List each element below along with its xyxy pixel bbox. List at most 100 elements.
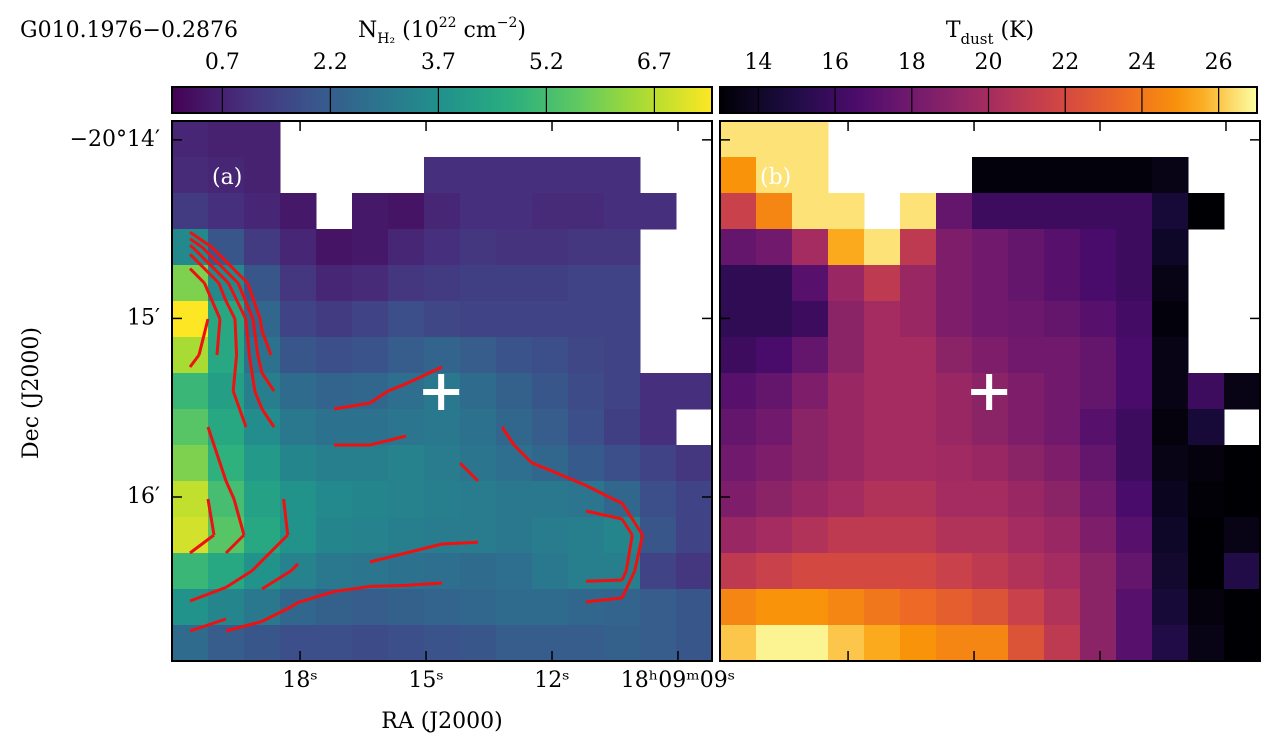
heatmap-cell (388, 337, 425, 374)
heatmap-cell (864, 301, 901, 338)
heatmap-cell (460, 229, 497, 266)
colorbar-tick-label: 16 (821, 50, 849, 75)
heatmap-cell (1080, 193, 1117, 230)
heatmap-cell (1044, 373, 1081, 410)
heatmap-cell (460, 301, 497, 338)
heatmap-cell (208, 589, 245, 626)
heatmap-cell (532, 481, 569, 518)
heatmap-cell (424, 625, 461, 662)
heatmap-cell (1008, 625, 1045, 662)
heatmap-cell (1116, 301, 1153, 338)
heatmap-cell (828, 301, 865, 338)
heatmap-cell (568, 625, 605, 662)
heatmap-cell (828, 625, 865, 662)
heatmap-cell (720, 589, 757, 626)
heatmap-cell (640, 589, 677, 626)
heatmap-cell (828, 373, 865, 410)
heatmap-cell (352, 517, 389, 554)
heatmap-cell (720, 445, 757, 482)
heatmap-cell (460, 409, 497, 446)
heatmap-cell (316, 373, 353, 410)
heatmap-cell (1008, 481, 1045, 518)
colorbar-tick-label: 2.2 (313, 50, 348, 75)
heatmap-cell (720, 301, 757, 338)
heatmap-cell (532, 409, 569, 446)
heatmap-cell (352, 625, 389, 662)
heatmap-cell (316, 553, 353, 590)
heatmap-cell (936, 409, 973, 446)
heatmap-cell (316, 517, 353, 554)
heatmap-cell (900, 553, 937, 590)
heatmap-cell (352, 409, 389, 446)
heatmap-cell (1008, 301, 1045, 338)
x-tick-label: 18ˢ (282, 668, 317, 693)
heatmap-cell (756, 193, 793, 230)
heatmap-cell (864, 553, 901, 590)
heatmap-cell (864, 517, 901, 554)
heatmap-cell (352, 337, 389, 374)
heatmap-cell (1116, 625, 1153, 662)
heatmap-cell (1116, 193, 1153, 230)
heatmap-cell (792, 553, 829, 590)
heatmap-cell (972, 337, 1009, 374)
heatmap-cell (676, 517, 713, 554)
heatmap-cell (864, 373, 901, 410)
heatmap-cell (936, 193, 973, 230)
y-tick-label: 16′ (127, 484, 160, 509)
heatmap-cell (1188, 517, 1225, 554)
heatmap-cell (388, 481, 425, 518)
heatmap-cell (496, 517, 533, 554)
heatmap-cell (640, 445, 677, 482)
heatmap-cell (280, 589, 317, 626)
heatmap-cell (676, 625, 713, 662)
heatmap-cell (640, 409, 677, 446)
heatmap-cell (172, 193, 209, 230)
heatmap-cell (864, 481, 901, 518)
heatmap-cell (388, 301, 425, 338)
heatmap-cell (532, 193, 569, 230)
heatmap-cell (460, 553, 497, 590)
heatmap-cell (1116, 589, 1153, 626)
heatmap-cell (568, 265, 605, 302)
heatmap-cell (756, 589, 793, 626)
heatmap-cell (1116, 481, 1153, 518)
heatmap-cell (280, 301, 317, 338)
heatmap-cell (424, 589, 461, 626)
colorbar-tick-label: 14 (744, 50, 772, 75)
heatmap-cell (280, 337, 317, 374)
heatmap-cell (972, 229, 1009, 266)
heatmap-cell (316, 229, 353, 266)
heatmap-cell (460, 589, 497, 626)
heatmap-cell (1080, 373, 1117, 410)
heatmap-cell (496, 553, 533, 590)
heatmap-cell (792, 625, 829, 662)
heatmap-cell (1152, 589, 1189, 626)
heatmap-cell (424, 337, 461, 374)
heatmap-cell (1188, 409, 1225, 446)
heatmap-cell (1152, 373, 1189, 410)
heatmap-cell (1116, 517, 1153, 554)
heatmap-cell (352, 301, 389, 338)
heatmap-cell (424, 445, 461, 482)
heatmap-cell (900, 337, 937, 374)
y-axis-label: Dec (J2000) (19, 327, 44, 459)
heatmap-cell (792, 121, 829, 158)
heatmap-cell (720, 517, 757, 554)
heatmap-cell (280, 229, 317, 266)
heatmap-cell (676, 373, 713, 410)
heatmap-cell (720, 481, 757, 518)
heatmap-cell (388, 445, 425, 482)
heatmap-cell (604, 625, 641, 662)
colorbar-tick-label: 26 (1205, 50, 1233, 75)
heatmap-cell (388, 229, 425, 266)
heatmap-cell (756, 157, 793, 194)
heatmap-cell (756, 625, 793, 662)
heatmap-cell (1008, 373, 1045, 410)
heatmap-cell (828, 445, 865, 482)
heatmap-cell (460, 193, 497, 230)
heatmap-cell (1044, 265, 1081, 302)
heatmap-cell (604, 409, 641, 446)
heatmap-cell (640, 517, 677, 554)
heatmap-cell (900, 229, 937, 266)
heatmap-cell (244, 625, 281, 662)
